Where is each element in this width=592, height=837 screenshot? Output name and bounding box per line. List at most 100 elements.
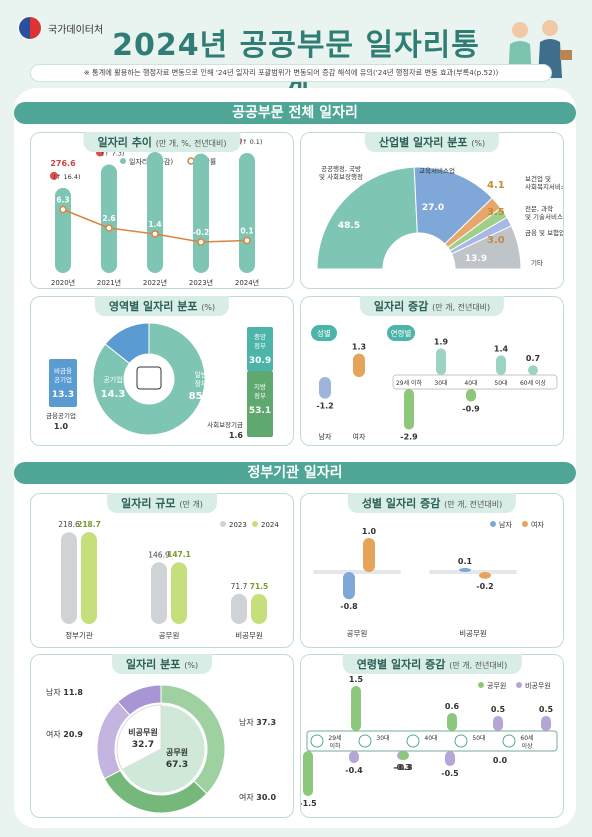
- age-value-label: -2.9: [400, 433, 418, 442]
- panel-title-gov-age: 연령별 일자리 증감 (만 개, 전년대비): [342, 654, 522, 674]
- govage-bar: [399, 751, 409, 760]
- tag-gender: [311, 325, 337, 341]
- industry-slice-label: 및 사회보장행정: [319, 172, 363, 181]
- panel-gov-age: 연령별 일자리 증감 (만 개, 전년대비) 공무원 비공무원 29세 이하 -1.5 -…: [299, 654, 564, 818]
- govage-value-label: -1.5: [301, 799, 317, 808]
- industry-slice: [450, 225, 522, 270]
- panel-gov-gender: 성별 일자리 증감 (만 개, 전년대비) 남자 여자 -0.8 1.0 공무원 0.1 -…: [300, 493, 564, 648]
- govdist-inner-slice: [116, 704, 162, 771]
- trend-bar: [101, 164, 117, 273]
- govdist-inner-value: 67.3: [166, 760, 188, 770]
- sector-breakdown-label: 지방: [254, 382, 266, 391]
- age-bar: [404, 389, 414, 430]
- sector-slice-value: 14.3: [101, 389, 126, 400]
- age-x-tick: 29세 이하: [396, 379, 423, 387]
- trend-x-tick: 2022년: [143, 278, 167, 287]
- legend-marker-female: [522, 521, 528, 527]
- sector-chart: 일반정부85.7공기업14.3비금융공기업13.3금융공기업1.0중앙정부30.…: [46, 322, 273, 440]
- trend-rate-point: [59, 205, 67, 214]
- govage-x-tick: 이하: [329, 742, 341, 750]
- panel-gov-dist: 일자리 분포 (%) 공무원 67.3 비공무원 32.7 남자 37.3 여자 30.0…: [30, 654, 294, 818]
- age-value-label: 0.7: [526, 354, 540, 363]
- legend-label-2024: 2024: [261, 521, 279, 529]
- person-icon: [310, 734, 324, 748]
- govgender-x-tick: 비공무원: [459, 629, 487, 638]
- govsize-value-label: 218.7: [77, 520, 101, 529]
- age-x-tick: 30대: [434, 379, 447, 387]
- govdist-inner-label: 공무원: [166, 747, 188, 757]
- trend-rate-label: 0.1: [240, 227, 253, 236]
- person-icon: [502, 734, 516, 748]
- industry-value-label: 13.9: [465, 254, 487, 264]
- govsize-value-label: 71.5: [250, 582, 269, 591]
- trend-bar: [147, 152, 163, 273]
- age-bar: [496, 355, 506, 375]
- panel-sector: 영역별 일자리 분포 (%) 일반 정부 85.7 공기업 14.3 비금융 공기업 13.3…: [30, 296, 294, 446]
- sector-slice-label: 공기업: [103, 375, 122, 384]
- tag-age-label: 연령별: [391, 328, 412, 338]
- trend-x-tick: 2024년: [235, 278, 259, 287]
- gov-dist-chart: 공무원 67.3 비공무원 32.7 남자 37.3 여자 30.0 여자 20.9 남자 1…: [46, 684, 276, 814]
- sector-breakdown-value: 53.1: [249, 406, 271, 416]
- trend-bar: [239, 153, 255, 273]
- govdist-outer-value: 20.9: [63, 730, 83, 739]
- industry-slice-label: 교육서비스업: [419, 166, 455, 175]
- panel-title-sector: 영역별 일자리 분포 (%): [94, 296, 230, 316]
- govage-x-tick: 29세: [328, 734, 341, 742]
- govgender-value-label: -0.2: [476, 582, 494, 591]
- age-value-label: 1.4: [494, 344, 509, 353]
- govage-value-label: -0.3: [395, 763, 413, 772]
- trend-change-label: (↑ 7.3): [102, 150, 125, 158]
- trend-bar: [193, 153, 209, 273]
- govgender-value-label: 1.0: [362, 527, 377, 536]
- industry-slice: [316, 166, 418, 270]
- govdist-outer-value: 11.8: [63, 688, 83, 697]
- sector-breakdown-value: 30.9: [249, 356, 271, 366]
- govsize-value-label: 218.6: [58, 520, 80, 529]
- govgender-value-label: 0.1: [458, 557, 473, 566]
- panel-title-gov-gender: 성별 일자리 증감 (만 개, 전년대비): [347, 493, 517, 513]
- person-icon: [454, 734, 468, 748]
- age-x-tick: 60세 이상: [520, 379, 547, 387]
- age-bar: [466, 389, 476, 402]
- trend-change-icon: [50, 171, 58, 180]
- govage-bar: [541, 716, 551, 731]
- govage-value-label: -0.3: [393, 763, 411, 772]
- legend-marker-count: [120, 158, 126, 164]
- industry-slice-label: 전문, 과학: [525, 204, 553, 213]
- govage-value-label: 0.0: [493, 756, 508, 765]
- sector-breakdown-label: 금융공기업: [46, 411, 76, 420]
- trend-rate-label: -0.2: [193, 228, 209, 237]
- sector-breakdown-label: 비금융: [54, 366, 72, 375]
- trend-change-label: (↑ 0.1): [240, 138, 263, 146]
- trend-change-label: (↑ 16.4): [53, 173, 80, 181]
- sector-breakdown-bar: [247, 327, 273, 371]
- govdist-outer-label: 여자 20.9: [46, 729, 83, 739]
- govsize-x-tick: 공무원: [159, 631, 180, 640]
- sector-slice-value: 85.7: [189, 391, 214, 402]
- gender-x-tick: 여자: [353, 432, 366, 441]
- govsize-bar: [151, 562, 167, 624]
- govgender-bar: [459, 568, 471, 572]
- govdist-outer-label: 남자 11.8: [46, 688, 83, 697]
- gender-value-label: 1.3: [352, 343, 366, 352]
- age-x-tick: 40대: [464, 379, 477, 387]
- legend-label-female: 여자: [531, 520, 544, 529]
- trend-value-label: 276.6: [50, 159, 76, 168]
- industry-slice-label: 공공행정, 국방: [321, 164, 361, 173]
- legend-marker-nongov: [516, 682, 522, 688]
- legend-label-2023: 2023: [229, 521, 247, 529]
- trend-rate-point: [151, 230, 159, 238]
- govsize-value-label: 146.9: [148, 550, 170, 559]
- trend-rate-label: 2.6: [102, 214, 115, 223]
- govage-bar: [349, 751, 359, 763]
- govage-bar: [303, 751, 313, 796]
- govage-x-tick: 60세: [520, 734, 533, 742]
- gov-age-chart: 공무원 비공무원29세이하-1.5-0.430대1.5-0.340대-0.3-0.…: [299, 675, 558, 808]
- govgender-x-tick: 공무원: [347, 629, 368, 638]
- tag-gender-label: 성별: [317, 328, 331, 338]
- age-axis-band: [392, 374, 558, 390]
- govgender-bar: [363, 538, 375, 572]
- sector-breakdown-bar: [247, 371, 273, 437]
